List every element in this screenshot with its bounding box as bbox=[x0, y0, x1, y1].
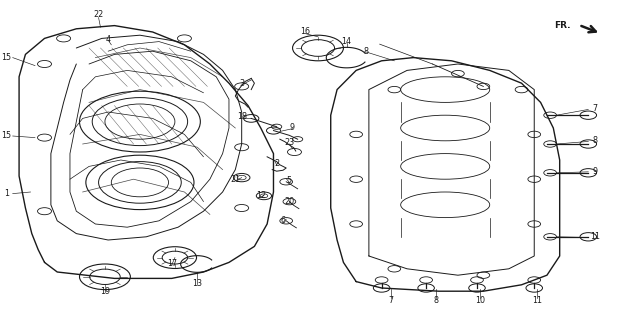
Text: 20: 20 bbox=[284, 197, 294, 206]
Text: 18: 18 bbox=[237, 112, 247, 121]
Text: 15: 15 bbox=[1, 132, 11, 140]
Text: 8: 8 bbox=[592, 136, 597, 145]
Text: FR.: FR. bbox=[554, 21, 570, 30]
Text: 22: 22 bbox=[93, 10, 104, 19]
Text: 9: 9 bbox=[290, 124, 295, 132]
Text: 7: 7 bbox=[389, 296, 394, 305]
Text: 11: 11 bbox=[590, 232, 600, 241]
Text: 13: 13 bbox=[192, 279, 202, 288]
Text: 9: 9 bbox=[592, 167, 597, 176]
Text: 12: 12 bbox=[256, 191, 266, 200]
Text: 1: 1 bbox=[4, 189, 9, 198]
Text: 23: 23 bbox=[284, 138, 294, 147]
Text: 21: 21 bbox=[230, 175, 240, 184]
Text: 11: 11 bbox=[532, 296, 543, 305]
Text: 4: 4 bbox=[106, 36, 111, 44]
Text: 17: 17 bbox=[167, 260, 177, 268]
Text: 3: 3 bbox=[239, 79, 244, 88]
Text: 6: 6 bbox=[280, 216, 286, 225]
Text: 10: 10 bbox=[475, 296, 485, 305]
Text: 19: 19 bbox=[100, 287, 110, 296]
Text: 2: 2 bbox=[274, 159, 279, 168]
Text: 8: 8 bbox=[363, 47, 368, 56]
Text: 8: 8 bbox=[433, 296, 438, 305]
Text: 14: 14 bbox=[342, 37, 352, 46]
Text: 5: 5 bbox=[287, 176, 292, 185]
Text: 16: 16 bbox=[300, 28, 310, 36]
Text: 7: 7 bbox=[592, 104, 597, 113]
Text: 15: 15 bbox=[1, 53, 11, 62]
